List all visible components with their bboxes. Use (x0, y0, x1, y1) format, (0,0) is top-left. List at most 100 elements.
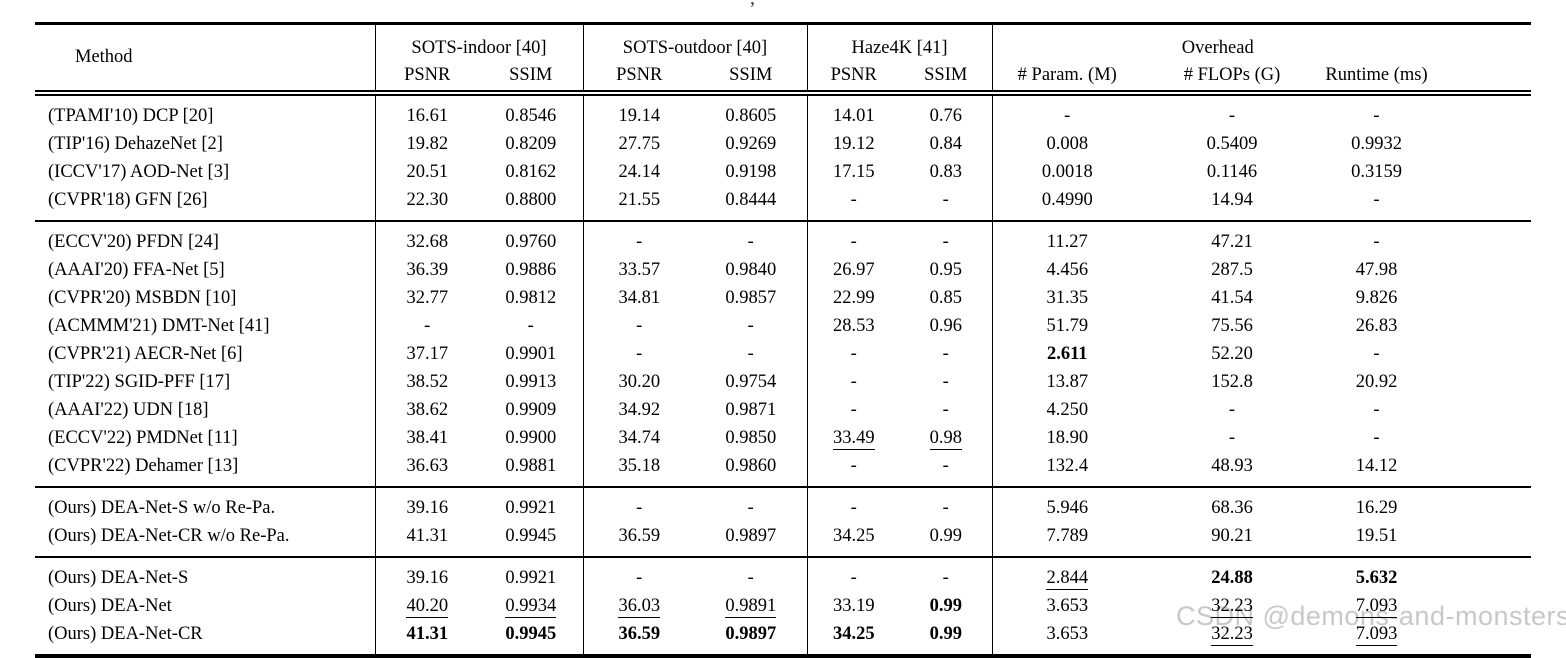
value-cell: 16.61 (374, 93, 479, 130)
value-cell: 0.4990 (991, 186, 1142, 221)
value-cell: - (582, 340, 695, 368)
value-cell: 11.27 (991, 221, 1142, 256)
value-cell: 0.9897 (725, 624, 777, 644)
value-cell: 34.25 (806, 620, 900, 656)
value-cell: 33.57 (582, 256, 695, 284)
value-cell: 34.81 (582, 284, 695, 312)
value-cell: 0.9909 (505, 400, 557, 420)
value-cell: 287.5 (1211, 260, 1253, 280)
value-cell: - (806, 487, 900, 522)
value-cell: 31.35 (991, 284, 1142, 312)
value-cell: 34.92 (582, 396, 695, 424)
table-row: (Ours) DEA-Net-CR w/o Re-Pa. 41.31 0.9945 3… (35, 522, 1531, 557)
value-cell: 0.9840 (725, 260, 777, 280)
value-cell: 40.20 (374, 592, 479, 620)
col-header-haze4k-ssim: SSIM (924, 64, 968, 85)
value-cell: 51.79 (991, 312, 1142, 340)
value-cell: 3.653 (991, 620, 1142, 656)
value-cell: 19.51 (1355, 526, 1398, 546)
value-cell: 26.83 (1355, 316, 1398, 336)
value-cell: 9.826 (1355, 288, 1398, 308)
value-cell: 0.8162 (505, 162, 557, 182)
value-cell: 0.008 (991, 130, 1142, 158)
table-row: (ACMMM'21) DMT-Net [41] - - - - 28.53 0.96 51.7… (35, 312, 1531, 340)
value-cell: - (747, 568, 754, 588)
value-cell: 5.632 (1355, 568, 1398, 588)
value-cell: - (1228, 428, 1236, 448)
value-cell: 0.9871 (725, 400, 777, 420)
value-cell: 36.59 (582, 522, 695, 557)
value-cell: 4.250 (991, 396, 1142, 424)
col-group-overhead: Overhead (991, 23, 1531, 60)
method-cell: (ICCV'17) AOD-Net [3] (48, 162, 230, 182)
value-cell: - (806, 221, 900, 256)
method-cell: (ECCV'20) PFDN [24] (48, 232, 219, 252)
value-cell: - (1373, 344, 1380, 364)
value-cell: 14.94 (1211, 190, 1253, 210)
value-cell: 0.96 (929, 316, 962, 336)
value-cell: 3.653 (991, 592, 1142, 620)
value-cell: 14.12 (1355, 456, 1398, 476)
value-cell: 5.946 (991, 487, 1142, 522)
results-table: Method SOTS-indoor [40] SOTS-outdoor [40… (35, 22, 1531, 658)
header-group-row: Method SOTS-indoor [40] SOTS-outdoor [40… (35, 23, 1531, 67)
value-cell: 47.21 (1211, 232, 1253, 252)
table-row: (AAAI'22) UDN [18] 38.62 0.9909 34.92 0.9871… (35, 396, 1531, 424)
value-cell: 19.12 (806, 130, 900, 158)
method-cell: (Ours) DEA-Net (48, 596, 172, 616)
value-cell: - (1373, 232, 1380, 252)
value-cell: 33.19 (806, 592, 900, 620)
value-cell: 0.9934 (505, 596, 557, 618)
value-cell: 0.8800 (505, 190, 557, 210)
value-cell: 4.456 (991, 256, 1142, 284)
value-cell: 36.59 (582, 620, 695, 656)
method-cell: (ACMMM'21) DMT-Net [41] (48, 316, 270, 336)
value-cell: 21.55 (582, 186, 695, 221)
value-cell: 0.9860 (725, 456, 777, 476)
table-row: (ECCV'22) PMDNet [11] 38.41 0.9900 34.74 0.9… (35, 424, 1531, 452)
value-cell: 2.611 (991, 340, 1142, 368)
value-cell: - (582, 557, 695, 592)
value-cell: - (942, 232, 949, 252)
value-cell: 0.9857 (725, 288, 777, 308)
value-cell: 0.9886 (505, 260, 557, 280)
table-row: (Ours) DEA-Net-S w/o Re-Pa. 39.16 0.9921 - -… (35, 487, 1531, 522)
col-group-sots-outdoor: SOTS-outdoor [40] (582, 23, 807, 60)
value-cell: 32.68 (374, 221, 479, 256)
value-cell: 0.99 (929, 526, 962, 546)
value-cell: 38.41 (374, 424, 479, 452)
value-cell: - (582, 312, 695, 340)
value-cell: 0.9812 (505, 288, 557, 308)
value-cell: 0.9913 (505, 372, 557, 392)
value-cell: 36.63 (374, 452, 479, 487)
table-row: (TIP'22) SGID-PFF [17] 38.52 0.9913 30.20 0.… (35, 368, 1531, 396)
value-cell: - (806, 396, 900, 424)
value-cell: 0.9945 (505, 624, 557, 644)
value-cell: 0.84 (929, 134, 962, 154)
value-cell: 28.53 (806, 312, 900, 340)
table-row: (CVPR'22) Dehamer [13] 36.63 0.9881 35.18 0.… (35, 452, 1531, 487)
value-cell: 0.98 (929, 428, 962, 450)
value-cell: 52.20 (1211, 344, 1253, 364)
value-cell: 41.31 (374, 522, 479, 557)
value-cell: 22.99 (806, 284, 900, 312)
value-cell: 34.25 (806, 522, 900, 557)
value-cell: 0.9900 (505, 428, 557, 448)
value-cell: 0.99 (929, 624, 962, 644)
caption-fragment: , (750, 0, 755, 10)
value-cell: 0.85 (929, 288, 962, 308)
value-cell: 0.9754 (725, 372, 777, 392)
table-row: (TIP'16) DehazeNet [2] 19.82 0.8209 27.75 0.… (35, 130, 1531, 158)
method-cell: (CVPR'18) GFN [26] (48, 190, 208, 210)
value-cell: 0.5409 (1206, 134, 1258, 154)
value-cell: 39.16 (374, 557, 479, 592)
value-cell: - (942, 456, 949, 476)
value-cell: 30.20 (582, 368, 695, 396)
col-header-method: Method (75, 47, 133, 67)
method-cell: (Ours) DEA-Net-S (48, 568, 189, 588)
method-cell: (TIP'22) SGID-PFF [17] (48, 372, 231, 392)
value-cell: 20.51 (374, 158, 479, 186)
value-cell: - (1373, 190, 1380, 210)
col-header-outdoor-ssim: SSIM (729, 64, 773, 85)
col-header-indoor-psnr: PSNR (374, 60, 479, 93)
